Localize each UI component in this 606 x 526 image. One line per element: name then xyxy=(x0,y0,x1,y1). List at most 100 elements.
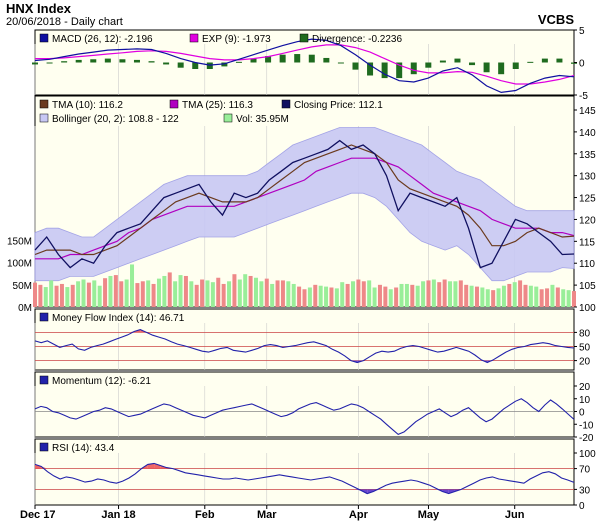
volume-bar xyxy=(496,288,501,307)
volume-bar xyxy=(383,286,388,307)
volume-bar xyxy=(135,283,140,307)
price-legend-swatch xyxy=(39,113,49,123)
volume-bar xyxy=(485,289,490,307)
volume-bar xyxy=(340,282,345,307)
x-axis: Dec 17 Jan 18 Feb Mar Apr May Jun xyxy=(20,505,525,521)
volume-bar xyxy=(372,287,377,307)
divergence-bar xyxy=(367,62,374,76)
divergence-bar xyxy=(396,62,403,79)
volume-bar xyxy=(367,280,372,307)
divergence-bar xyxy=(61,61,68,63)
rsi-panel-line xyxy=(34,462,575,495)
mfi-panel-legend-label: Money Flow Index (14): 46.71 xyxy=(52,313,185,324)
price-legend-label: Vol: 35.95M xyxy=(236,114,289,125)
volume-bar xyxy=(313,284,318,307)
volume-bar xyxy=(474,286,479,307)
divergence-bar xyxy=(192,62,199,69)
volume-bar xyxy=(329,287,334,307)
volume-bar xyxy=(124,279,129,307)
volume-bar xyxy=(399,283,404,307)
volume-bar xyxy=(146,280,151,307)
volume-bar xyxy=(501,285,506,307)
rsi-panel-axis-tick-label: 70 xyxy=(579,465,591,476)
mom-panel-frame xyxy=(34,371,575,438)
divergence-bar xyxy=(104,58,111,63)
divergence-bar xyxy=(571,62,577,64)
volume-bar xyxy=(324,286,329,307)
volume-bar xyxy=(232,274,237,307)
volume-bar xyxy=(415,285,420,307)
price-axis-tick-label: 100 xyxy=(579,303,596,314)
volume-bar xyxy=(210,282,215,307)
x-tick-label: Dec 17 xyxy=(20,509,55,521)
divergence-bar xyxy=(46,62,53,64)
divergence-bar xyxy=(294,54,301,63)
volume-bar xyxy=(189,281,194,307)
divergence-bar xyxy=(163,62,170,65)
x-tick-label: Jan 18 xyxy=(101,509,135,521)
divergence-bar xyxy=(352,62,359,70)
volume-bar xyxy=(572,291,576,307)
volume-bar xyxy=(286,281,291,307)
divergence-bar xyxy=(454,58,461,63)
volume-bar xyxy=(248,275,253,307)
volume-bar xyxy=(173,281,178,307)
volume-bar xyxy=(410,284,415,307)
macd-legend-label: Divergence: -0.2236 xyxy=(312,34,402,45)
price-axis-tick-label: 110 xyxy=(579,259,595,270)
price-axis-tick-label: 130 xyxy=(579,172,596,183)
volume-tick-label: 50M xyxy=(13,281,32,292)
volume-bar xyxy=(361,281,366,307)
x-tick-label: Mar xyxy=(257,509,277,521)
price-panel: 145 140 135 130 125 120 115 110 105 100 150M 100M 50… xyxy=(7,95,596,314)
volume-bar xyxy=(243,274,248,307)
volume-bar xyxy=(54,285,59,307)
x-tick-label: Feb xyxy=(195,509,215,521)
volume-bar xyxy=(523,284,528,307)
volume-bar xyxy=(167,272,172,307)
divergence-bar xyxy=(439,60,446,63)
volume-bar xyxy=(103,278,108,307)
volume-bar xyxy=(291,283,296,307)
volume-bar xyxy=(437,282,442,307)
price-legend-label: TMA (10): 116.2 xyxy=(52,100,123,111)
volume-bar xyxy=(534,286,539,307)
volume-bar xyxy=(356,279,361,307)
volume-bar xyxy=(550,284,555,307)
tma10-line xyxy=(34,144,575,256)
volume-bar xyxy=(178,275,183,307)
mom-panel-axis-tick-label: 0 xyxy=(579,408,585,419)
divergence-bar xyxy=(410,62,417,75)
volume-bar xyxy=(426,280,431,307)
price-legend-label: Bollinger (20, 2): 108.8 - 122 xyxy=(52,114,179,125)
divergence-bar xyxy=(235,61,242,63)
rsi-panel: 100 70 30 0 RSI (14): 43.4 xyxy=(34,438,596,512)
volume-bar xyxy=(119,281,124,307)
macd-panel: 5 0 -5 MACD (26, 12): -2.196 EXP (9): -1.973… xyxy=(32,26,588,102)
volume-bar xyxy=(92,280,97,307)
volume-bar xyxy=(377,284,382,307)
volume-bar xyxy=(307,287,312,307)
x-tick-label: May xyxy=(418,509,440,521)
volume-bar xyxy=(561,289,566,307)
exp-line xyxy=(35,44,575,85)
rsi-panel-legend-label: RSI (14): 43.4 xyxy=(52,443,115,454)
macd-legend-swatch xyxy=(299,33,309,43)
volume-bar xyxy=(345,283,350,307)
volume-tick-label: 0M xyxy=(18,303,32,314)
x-tick-label: Jun xyxy=(505,509,525,521)
divergence-bar xyxy=(541,58,548,63)
volume-bar xyxy=(151,283,156,307)
volume-bar xyxy=(264,278,269,307)
divergence-bar xyxy=(337,62,344,64)
volume-tick-label: 100M xyxy=(7,259,32,270)
divergence-bar xyxy=(323,57,330,63)
volume-bar xyxy=(200,279,205,307)
volume-bar xyxy=(113,275,118,307)
volume-bar xyxy=(259,281,264,307)
volume-bar xyxy=(81,279,86,307)
volume-bar xyxy=(38,284,43,307)
volume-bar xyxy=(394,287,399,307)
volume-bar xyxy=(404,283,409,307)
